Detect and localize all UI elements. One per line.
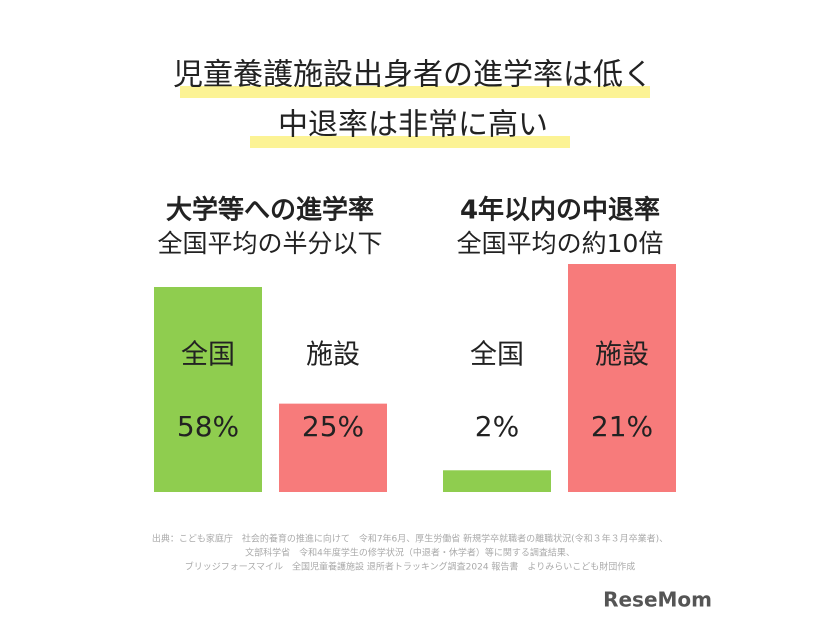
category-label: 全国 <box>181 340 235 371</box>
value-label: 58% <box>177 410 239 443</box>
chart-subtitle: 全国平均の半分以下 <box>157 229 382 258</box>
logo: ReseMom <box>603 588 712 612</box>
category-label: 施設 <box>306 340 360 371</box>
title-highlight <box>180 86 650 98</box>
chart-title: 4年以内の中退率 <box>460 195 660 226</box>
value-label: 21% <box>591 410 653 443</box>
bar <box>279 403 387 492</box>
category-label: 施設 <box>595 340 649 371</box>
bar <box>154 287 262 492</box>
value-label: 25% <box>302 410 364 443</box>
title-highlight <box>250 136 570 148</box>
source-text: ブリッジフォースマイル 全国児童養護施設 退所者トラッキング調査2024 報告書… <box>185 561 635 573</box>
category-label: 全国 <box>470 340 524 371</box>
chart-subtitle: 全国平均の約10倍 <box>457 229 664 258</box>
title-line: 中退率は非常に高い <box>278 108 548 143</box>
value-label: 2% <box>475 410 519 443</box>
bar <box>568 264 676 492</box>
source-text: 出典：こども家庭庁 社会的養育の推進に向けて 令和7年6月、厚生労働省 新規学卒… <box>152 533 668 545</box>
bar <box>443 470 551 492</box>
chart-title: 大学等への進学率 <box>166 195 374 226</box>
title-line: 児童養護施設出身者の進学率は低く <box>173 58 653 93</box>
source-text: 文部科学省 令和4年度学生の修学状況（中退者・休学者）等に関する調査結果、 <box>245 547 575 559</box>
